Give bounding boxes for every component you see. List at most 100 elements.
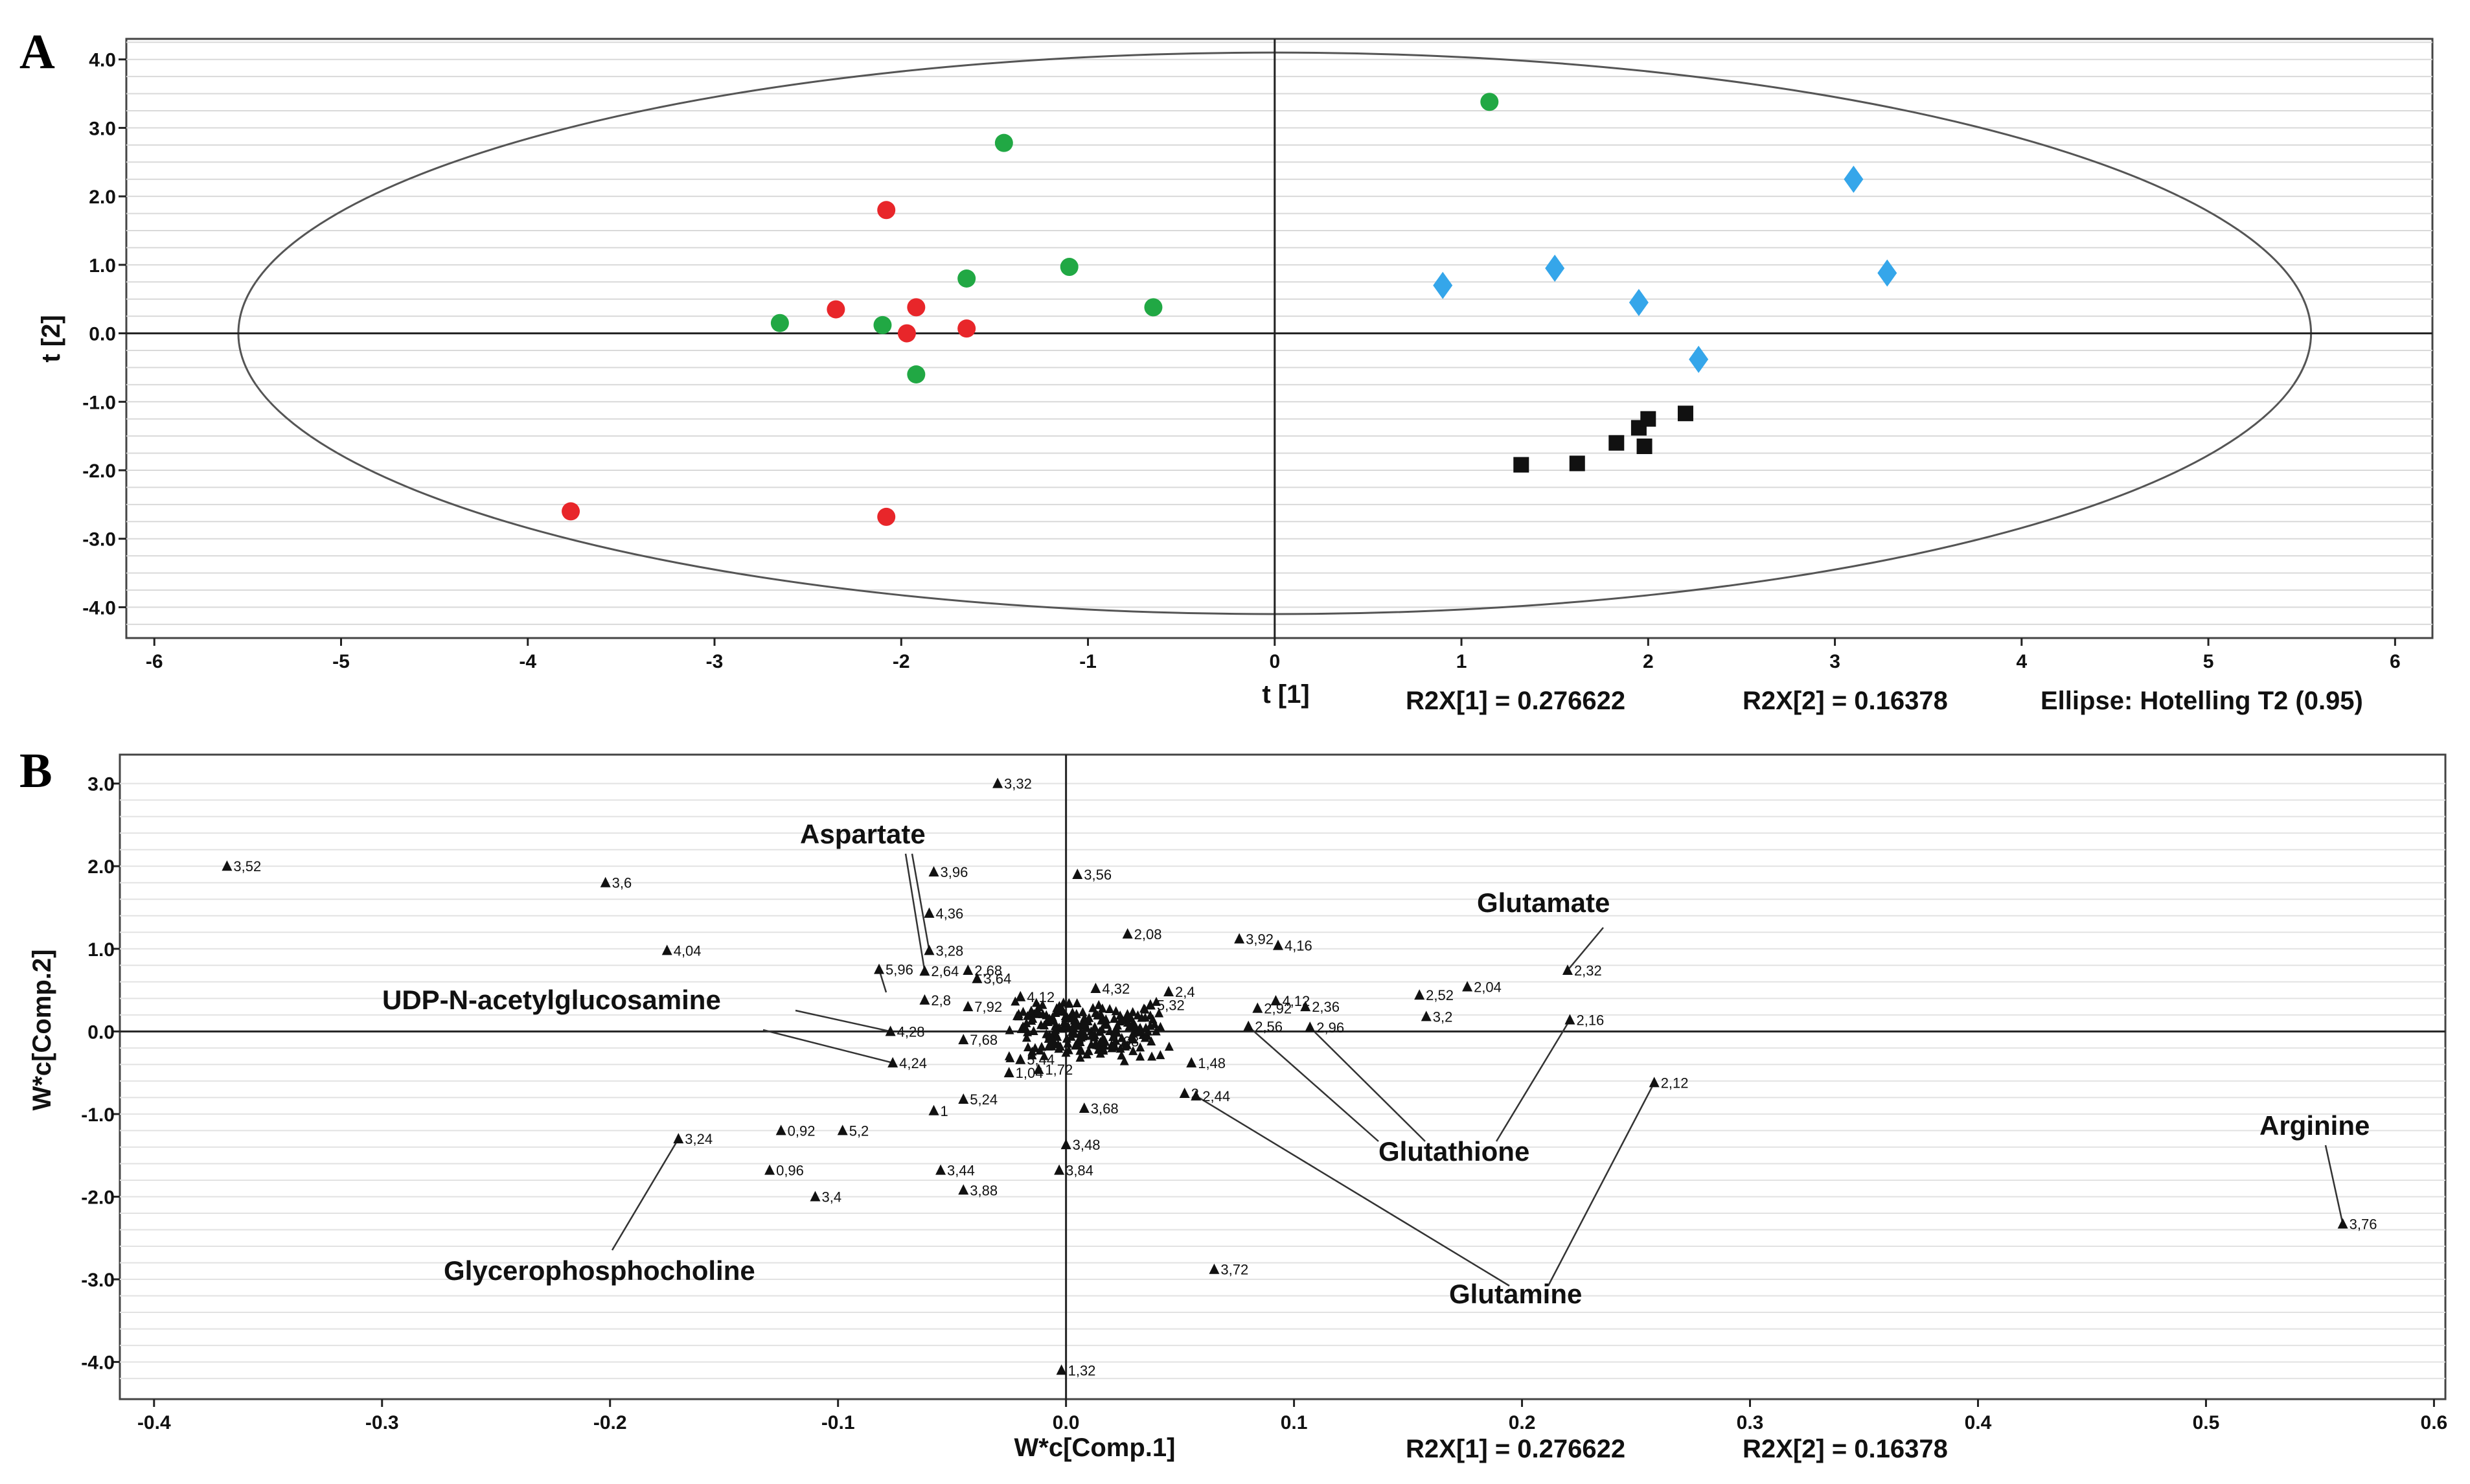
- cluster-point: [1105, 1004, 1115, 1014]
- point-5-32: [1145, 999, 1156, 1010]
- point-label-3-4: 3,4: [821, 1189, 841, 1205]
- point-label-3-96: 3,96: [941, 864, 968, 880]
- point-blue-6: [1877, 259, 1897, 287]
- leader-glutathione-1: [1248, 1025, 1379, 1142]
- cluster-point: [1086, 1039, 1096, 1049]
- point-5-2: [837, 1124, 848, 1136]
- point-green-5: [994, 133, 1013, 152]
- point-red-7: [957, 319, 976, 338]
- point-green-7: [1144, 298, 1163, 317]
- point-label-2-12: 2,12: [1661, 1075, 1689, 1091]
- point-2-4: [1163, 986, 1174, 997]
- cluster-point: [1069, 1019, 1079, 1029]
- annotation-arginine: Arginine: [2259, 1110, 2370, 1141]
- point-0-96: [764, 1164, 775, 1175]
- point-label-2-56: 2,56: [1255, 1019, 1283, 1035]
- point-label-1: 1: [941, 1103, 948, 1119]
- point-4-28: [885, 1025, 896, 1036]
- leader-glutathione-2: [1309, 1027, 1426, 1142]
- point-label-4-32: 4,32: [1102, 981, 1130, 997]
- cluster-point: [1078, 1007, 1088, 1016]
- panel-b-loading-plot: B 3.02.01.00.0-1.0-2.0-3.0-4.0 -0.4 -0.3-…: [19, 744, 2447, 1463]
- point-5-44: [1015, 1053, 1026, 1064]
- cluster-point: [1095, 1027, 1104, 1036]
- point-label-7-92: 7,92: [974, 999, 1002, 1015]
- x-tick-label--6: -6: [146, 651, 163, 672]
- point-3-24: [673, 1133, 684, 1144]
- point-label-3-52: 3,52: [233, 858, 261, 874]
- cluster-point: [1051, 1025, 1060, 1034]
- point-4-08: [1099, 1035, 1110, 1046]
- point-label-4-16: 4,16: [1285, 938, 1312, 954]
- point-5-96: [874, 963, 885, 974]
- cluster-point: [1147, 1051, 1157, 1061]
- point-2-8: [919, 994, 930, 1005]
- cluster-point: [1101, 1014, 1111, 1024]
- point-label-2-16: 2,16: [1576, 1012, 1604, 1028]
- point-label-2-44: 2,44: [1202, 1088, 1230, 1104]
- panel-a-r2x2: R2X[2] = 0.16378: [1743, 687, 1948, 715]
- panel-a-y-axis-label: t [2]: [37, 315, 65, 362]
- point-label-4-12: 4,12: [1027, 989, 1055, 1005]
- cluster-point: [1053, 1031, 1062, 1041]
- cluster-point: [1058, 998, 1068, 1007]
- cluster-point: [1027, 1050, 1037, 1060]
- panel-b-zero-axes: [120, 755, 2445, 1399]
- point-green-2: [873, 315, 892, 334]
- point-2-52: [1414, 989, 1425, 1000]
- point-label-3-92: 3,92: [1246, 931, 1274, 947]
- x-tick-label--5: -5: [332, 651, 350, 672]
- panel-a-ellipse-label: Ellipse: Hotelling T2 (0.95): [2041, 687, 2363, 715]
- x-tick-label--0-1: -0.1: [821, 1412, 855, 1433]
- cluster-point: [1152, 996, 1161, 1006]
- point-green-6: [1060, 258, 1079, 277]
- cluster-point: [1108, 1032, 1117, 1042]
- point-3-84: [1054, 1164, 1065, 1175]
- point-label-2-08: 2,08: [1134, 926, 1162, 942]
- panel-b-y-ticks: 3.0 2.0 1.0 0.0 -1.0 -2.0 -3.0 -4.0: [81, 774, 120, 1374]
- cluster-point: [1034, 1001, 1044, 1011]
- point-label-4-08: 4,08: [1111, 1034, 1139, 1050]
- panel-a-points: [562, 93, 1897, 526]
- point-red-3: [877, 201, 896, 220]
- point-green-1: [770, 314, 789, 332]
- point-2: [1179, 1088, 1190, 1099]
- point-red-2: [827, 300, 845, 319]
- y-tick-label-2-0: 2.0: [87, 856, 115, 878]
- point-3-44: [935, 1164, 946, 1175]
- cluster-point: [1011, 996, 1020, 1006]
- point-label-2-32: 2,32: [1574, 963, 1602, 979]
- point-4-16: [1272, 939, 1283, 950]
- panel-b-r2x2: R2X[2] = 0.16378: [1743, 1435, 1948, 1463]
- point-label-3-44: 3,44: [947, 1163, 975, 1179]
- x-tick-label-0-2: 0.2: [1509, 1412, 1536, 1433]
- annotation-aspartate: Aspartate: [800, 819, 926, 849]
- point-red-1: [562, 502, 580, 521]
- panel-b-r2x1: R2X[1] = 0.276622: [1406, 1435, 1625, 1463]
- point-0-92: [775, 1124, 786, 1136]
- cluster-point: [1063, 1038, 1073, 1048]
- x-tick-label-1: 1: [1456, 651, 1467, 672]
- point-red-4: [877, 507, 896, 526]
- cluster-point: [1119, 1056, 1129, 1066]
- point-4-24: [887, 1056, 898, 1067]
- cluster-point: [1043, 1014, 1053, 1024]
- cluster-point: [1154, 1008, 1164, 1018]
- panel-b-points: 3,52 3,6 4,04 3,32 3,96 3,56 4,36 2,08 3,92 4,16 3…: [222, 776, 2377, 1378]
- x-tick-label-6: 6: [2390, 651, 2401, 672]
- point-3-6: [600, 876, 611, 887]
- point-label-3-84: 3,84: [1066, 1163, 1093, 1179]
- point-label-4-24: 4,24: [899, 1055, 927, 1071]
- cluster-point: [1139, 1003, 1149, 1013]
- cluster-point: [1071, 1009, 1081, 1018]
- point-2-96: [1305, 1021, 1316, 1032]
- point-2-36: [1300, 1001, 1311, 1012]
- cluster-point: [1064, 998, 1073, 1008]
- panel-b-x-axis-label: W*c[Comp.1]: [1014, 1433, 1176, 1462]
- cluster-point: [1014, 1009, 1023, 1018]
- leader-glutamine-1: [1195, 1095, 1510, 1287]
- point-label-4-04: 4,04: [674, 942, 702, 959]
- point-label-7-68: 7,68: [970, 1032, 998, 1048]
- leader-aspartate-1: [911, 853, 930, 951]
- point-black-3: [1608, 435, 1625, 451]
